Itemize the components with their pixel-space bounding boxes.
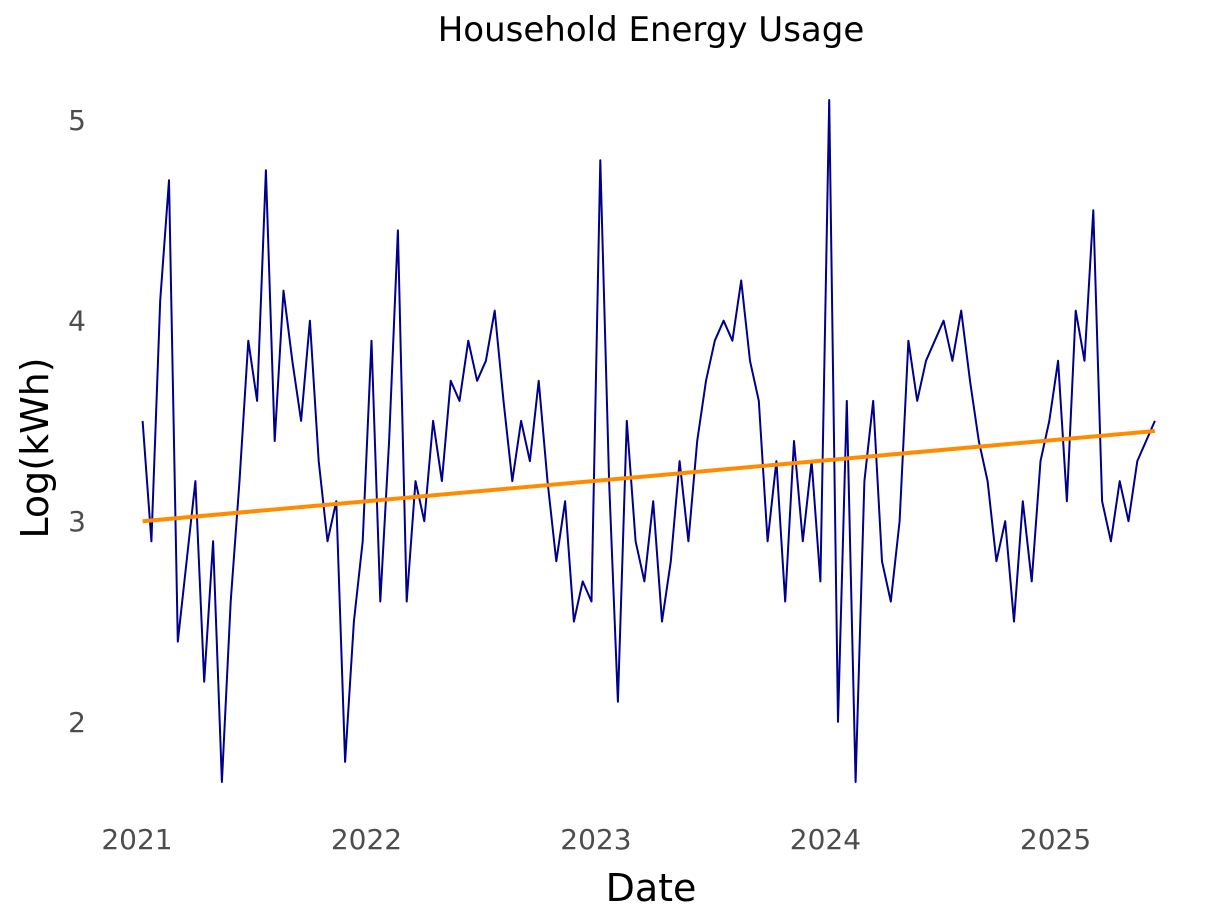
y-tick-label-3: 3	[68, 505, 86, 538]
series-line-observed	[141, 99, 1156, 783]
x-tick-label-2025: 2025	[1020, 823, 1091, 856]
y-axis-label: Log(kWh)	[13, 357, 57, 538]
trend-line	[142, 429, 1156, 524]
y-tick-label-2: 2	[68, 706, 86, 739]
y-tick-label-4: 4	[68, 305, 86, 338]
x-tick-label-2024: 2024	[790, 823, 861, 856]
plot-area	[141, 99, 1156, 783]
x-axis-ticks: 2021 2022 2023 2024 2025	[101, 823, 1091, 856]
y-tick-label-5: 5	[68, 104, 86, 137]
x-tick-label-2023: 2023	[560, 823, 631, 856]
x-tick-label-2022: 2022	[331, 823, 402, 856]
x-axis-label: Date	[606, 866, 697, 910]
chart-title: Household Energy Usage	[438, 10, 865, 50]
y-axis-ticks: 2 3 4 5	[68, 104, 86, 739]
x-tick-label-2021: 2021	[101, 823, 172, 856]
